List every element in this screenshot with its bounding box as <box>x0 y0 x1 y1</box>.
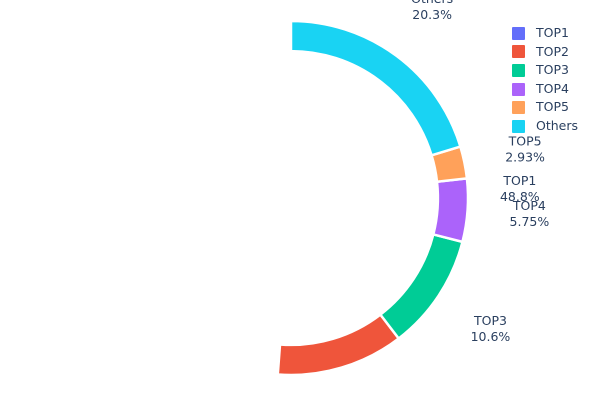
legend-swatch-top3 <box>512 63 525 77</box>
pie-slice-top5[interactable] <box>430 144 469 184</box>
pie-slice-top2[interactable] <box>276 312 401 377</box>
slice-label-name-top4: TOP4 <box>512 198 546 213</box>
pie-labels-group: TOP148.8%TOP211.6%TOP310.6%TOP45.75%TOP5… <box>411 0 550 344</box>
legend-label: TOP5 <box>536 99 569 115</box>
legend-swatch-top1 <box>512 26 525 40</box>
legend-item-others[interactable]: Others <box>512 117 596 136</box>
pie-slice-top3[interactable] <box>378 232 464 341</box>
pie-slice-others[interactable] <box>289 19 462 157</box>
slice-label-percent-top3: 10.6% <box>471 329 511 344</box>
legend-item-top2[interactable]: TOP2 <box>512 43 596 62</box>
slice-label-name-others: Others <box>411 0 453 6</box>
legend-label: TOP3 <box>536 62 569 78</box>
legend-swatch-top2 <box>512 45 525 59</box>
legend-label: Others <box>536 118 579 134</box>
pie-slice-top4[interactable] <box>431 177 470 244</box>
slice-label-name-top3: TOP3 <box>473 313 507 328</box>
slice-label-percent-top5: 2.93% <box>505 149 545 164</box>
legend-item-top1[interactable]: TOP1 <box>512 24 596 43</box>
legend-item-top3[interactable]: TOP3 <box>512 61 596 80</box>
legend-item-top5[interactable]: TOP5 <box>512 98 596 117</box>
slice-label-name-top5: TOP5 <box>508 133 542 148</box>
legend-label: TOP4 <box>536 80 569 96</box>
chart-legend: TOP1 TOP2 TOP3 TOP4 TOP5 Others <box>512 24 596 136</box>
slice-label-percent-others: 20.3% <box>412 7 452 22</box>
legend-swatch-top5 <box>512 101 525 115</box>
slice-label-percent-top1: 48.8% <box>500 189 540 204</box>
slice-label-name-top1: TOP1 <box>502 173 536 188</box>
legend-swatch-top4 <box>512 82 525 96</box>
pie-slices-group <box>276 19 470 377</box>
legend-label: TOP2 <box>536 43 569 59</box>
legend-swatch-others <box>512 119 525 133</box>
legend-label: TOP1 <box>536 25 569 41</box>
slice-label-percent-top4: 5.75% <box>510 214 550 229</box>
legend-item-top4[interactable]: TOP4 <box>512 80 596 99</box>
